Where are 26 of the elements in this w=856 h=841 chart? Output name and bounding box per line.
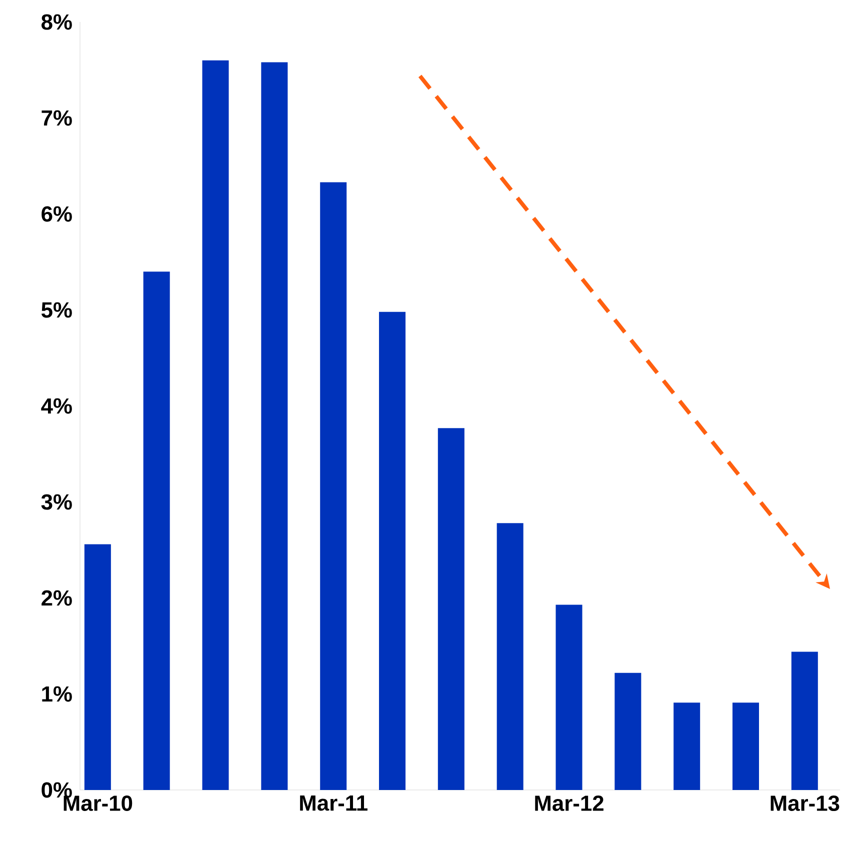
- y-tick-label: 3%: [41, 494, 72, 510]
- bar: [320, 182, 347, 790]
- x-tick-label: Mar-13: [770, 795, 840, 812]
- x-tick-label: Mar-11: [300, 796, 368, 811]
- bar: [496, 523, 524, 790]
- bar: [791, 652, 818, 790]
- y-tick-label: 8%: [42, 14, 72, 30]
- y-tick-label: 7%: [42, 110, 72, 126]
- bar: [379, 312, 406, 790]
- bar: [438, 428, 464, 790]
- bar: [674, 702, 700, 790]
- x-tick-label: Mar-12: [535, 795, 604, 812]
- y-tick-label: 4%: [41, 398, 72, 414]
- y-tick-label: 5%: [41, 302, 72, 318]
- y-tick-label: 1%: [42, 686, 72, 702]
- bar: [143, 272, 170, 790]
- bar: [614, 672, 642, 790]
- bar: [732, 702, 760, 790]
- bar: [556, 604, 582, 790]
- bar: [84, 544, 111, 790]
- bar: [202, 60, 229, 790]
- y-tick-label: 2%: [42, 590, 72, 606]
- y-tick-label: 6%: [42, 206, 72, 222]
- x-tick-label: Mar-10: [64, 795, 132, 812]
- bar: [261, 62, 288, 790]
- y-tick-label: 0%: [42, 782, 72, 798]
